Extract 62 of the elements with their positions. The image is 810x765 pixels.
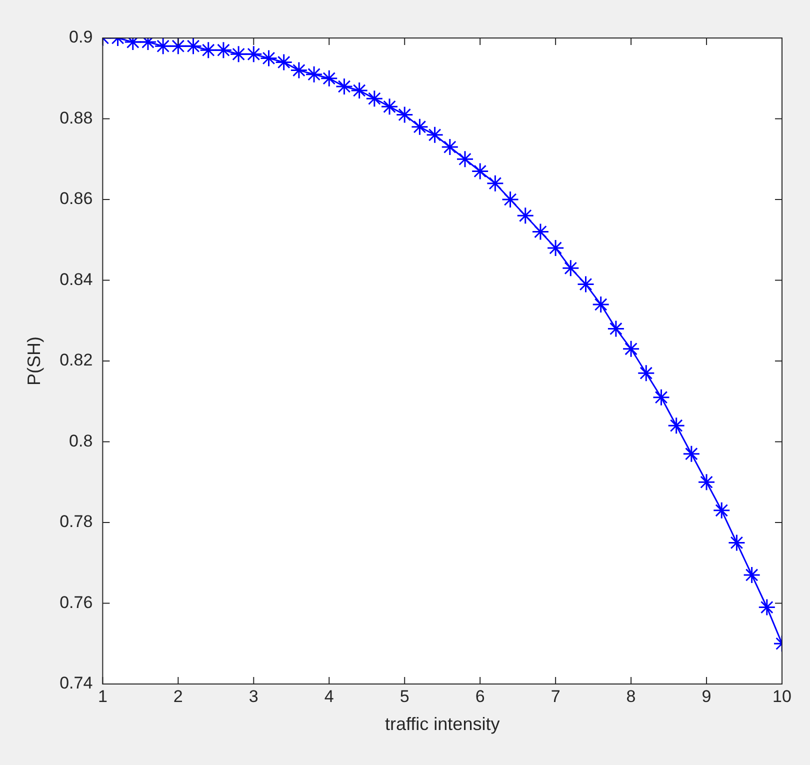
point	[335, 78, 353, 96]
x-tick-label: 10	[772, 686, 792, 706]
point	[275, 53, 293, 71]
y-tick-label: 0.86	[60, 189, 93, 208]
point	[728, 534, 746, 552]
x-tick-label: 7	[550, 686, 560, 706]
point	[410, 118, 428, 136]
point	[154, 38, 172, 55]
point	[305, 66, 323, 84]
point	[214, 41, 232, 59]
point	[668, 416, 686, 434]
point	[758, 598, 776, 616]
point	[502, 190, 520, 208]
y-tick-label: 0.76	[60, 592, 93, 612]
point	[698, 473, 716, 491]
point	[260, 49, 278, 67]
point	[184, 38, 202, 55]
y-tick-label: 0.82	[60, 350, 93, 370]
point	[290, 62, 308, 80]
point	[244, 45, 262, 63]
point	[516, 206, 534, 224]
point	[622, 340, 640, 358]
point	[350, 82, 368, 100]
point	[562, 259, 580, 277]
point	[486, 174, 504, 192]
point	[532, 223, 550, 241]
point	[546, 239, 564, 257]
y-tick-label: 0.74	[60, 674, 93, 693]
point	[426, 126, 444, 144]
point	[456, 150, 474, 168]
point	[577, 276, 595, 294]
point	[471, 162, 489, 180]
point	[743, 566, 761, 584]
point	[652, 388, 670, 406]
x-axis-title: traffic intensity	[384, 714, 500, 734]
x-tick-label: 6	[475, 686, 485, 706]
x-tick-label: 2	[173, 686, 183, 706]
point	[169, 38, 187, 55]
point	[607, 320, 625, 338]
point	[380, 98, 398, 116]
x-tick-label: 1	[98, 686, 108, 706]
point	[320, 70, 338, 88]
x-tick-label: 5	[400, 686, 410, 706]
y-tick-label: 0.78	[60, 512, 93, 532]
point	[396, 106, 414, 124]
point	[592, 296, 610, 314]
y-tick-label: 0.84	[60, 270, 93, 289]
point	[682, 445, 700, 463]
point	[200, 41, 218, 59]
y-axis-title: P(SH)	[24, 336, 44, 386]
y-tick-label: 0.9	[69, 28, 93, 47]
x-tick-label: 8	[626, 686, 636, 706]
point	[441, 138, 459, 156]
x-tick-label: 3	[248, 686, 258, 706]
point	[712, 502, 730, 520]
point	[230, 45, 248, 63]
y-tick-label: 0.8	[69, 431, 93, 450]
point	[637, 364, 655, 382]
x-tick-label: 4	[324, 686, 334, 706]
x-tick-label: 9	[702, 686, 712, 706]
point	[366, 90, 384, 108]
y-tick-label: 0.88	[60, 108, 93, 128]
